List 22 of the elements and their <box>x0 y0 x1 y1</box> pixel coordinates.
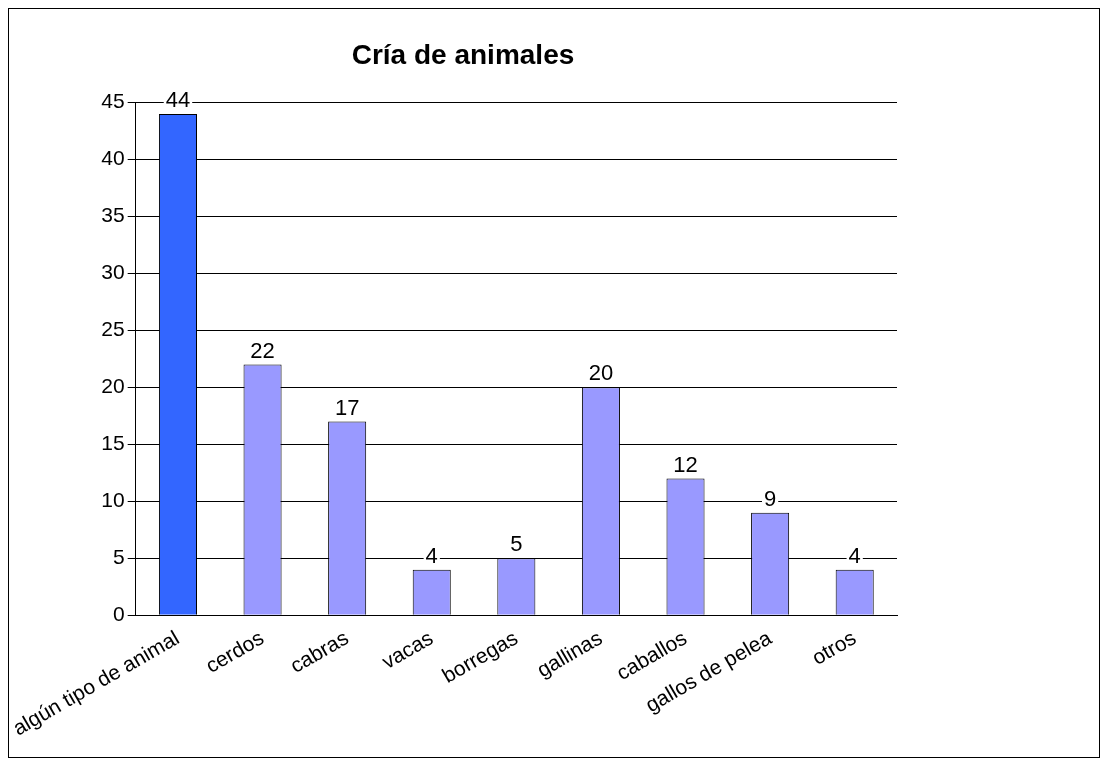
y-tick-label: 30 <box>101 260 125 284</box>
x-tick-label: vacas <box>377 625 437 673</box>
data-label: 22 <box>250 337 275 363</box>
data-label: 20 <box>588 360 614 386</box>
data-label: 17 <box>334 394 360 420</box>
y-tick-label: 0 <box>112 601 125 625</box>
y-tick-label: 10 <box>101 488 125 512</box>
y-tick-label: 35 <box>101 203 125 227</box>
x-tick-label: otros <box>807 625 860 669</box>
data-label: 4 <box>425 542 438 568</box>
y-tick-label: 25 <box>101 317 125 341</box>
y-tick-label: 20 <box>101 374 125 398</box>
y-tick-label: 45 <box>101 89 125 113</box>
y-tick-label: 40 <box>101 146 125 170</box>
y-tick-label: 15 <box>101 431 125 455</box>
data-label: 4 <box>848 542 861 568</box>
data-label: 12 <box>673 451 698 477</box>
chart-title: Cría de animales <box>351 38 575 70</box>
y-tick-label: 5 <box>112 545 125 569</box>
data-label: 5 <box>510 531 523 557</box>
data-label: 44 <box>165 87 191 113</box>
data-label: 9 <box>763 485 777 511</box>
